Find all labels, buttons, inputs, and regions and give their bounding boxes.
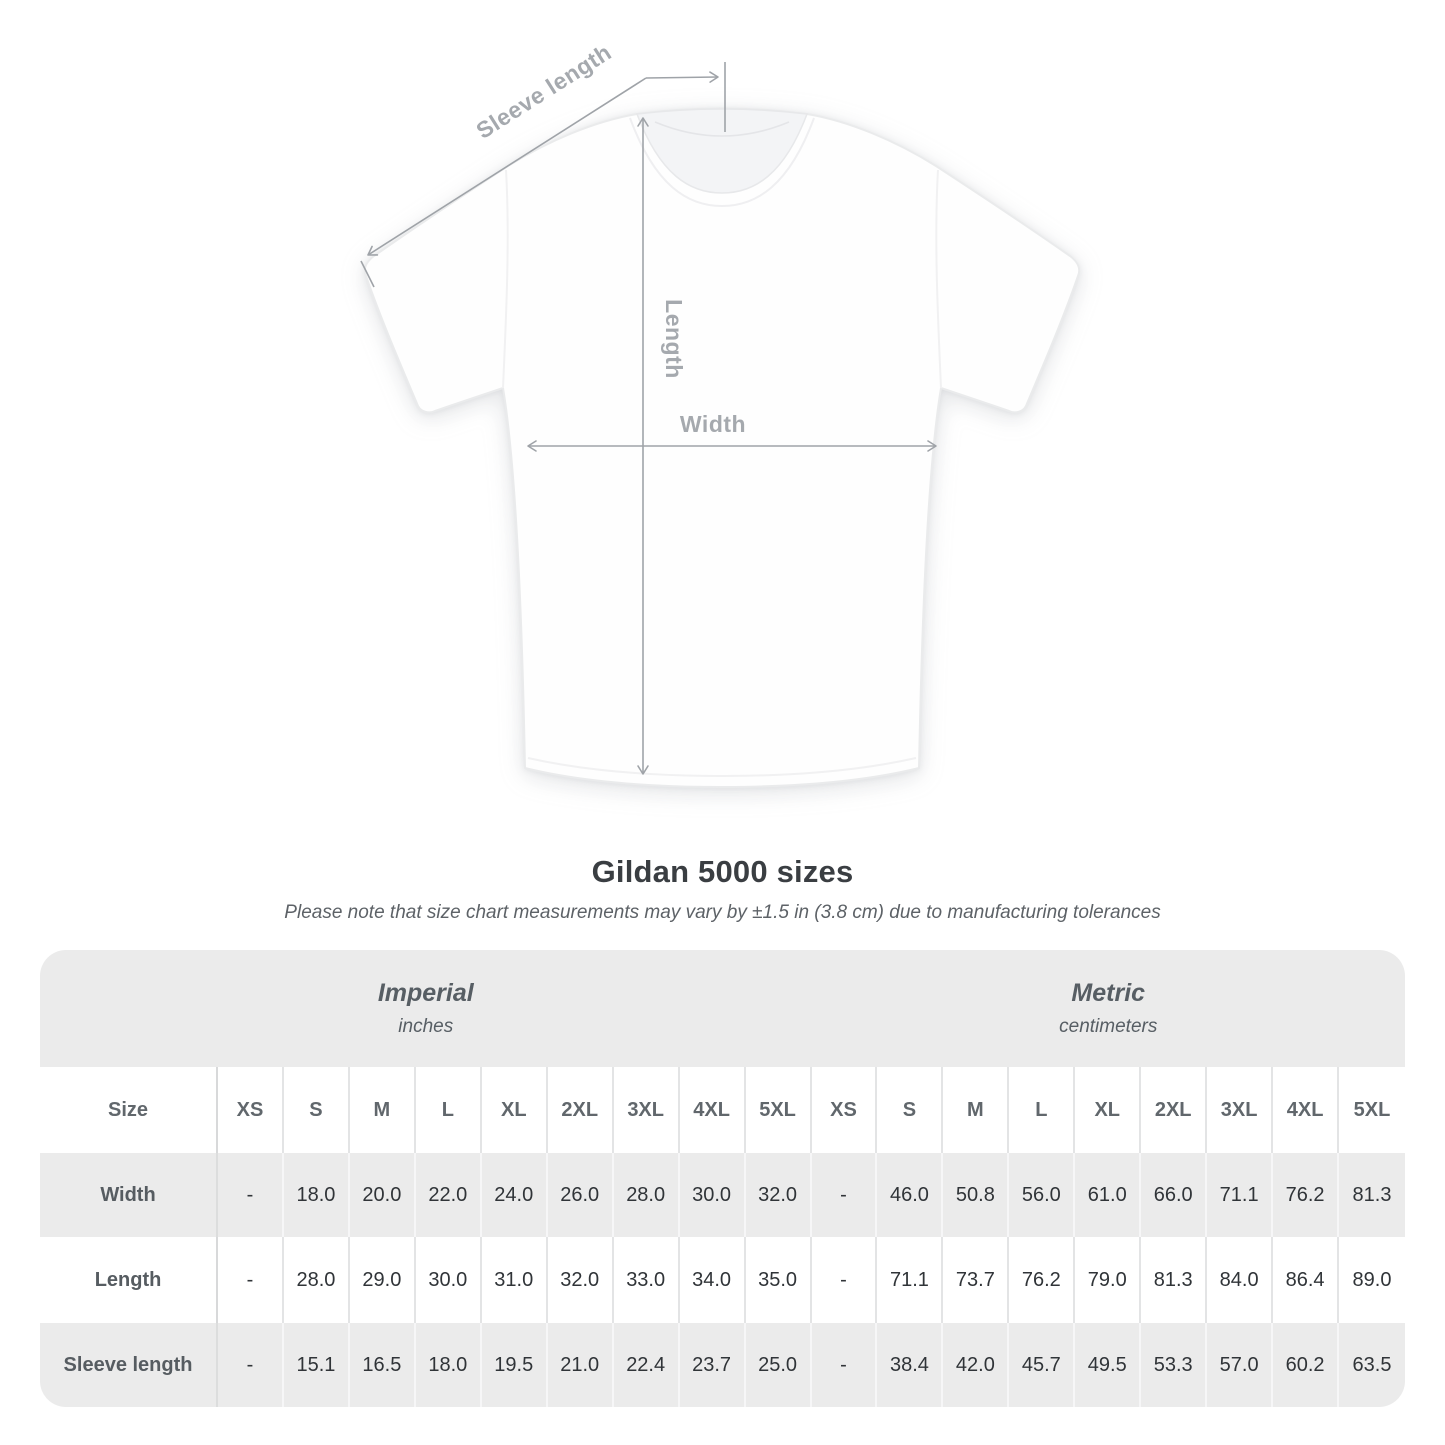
value-cell: 53.3 [1141, 1323, 1208, 1407]
size-header-cell: XL [481, 1067, 548, 1153]
value-cell: 86.4 [1273, 1237, 1340, 1323]
heading: Gildan 5000 sizes Please note that size … [0, 854, 1445, 924]
size-header-cell: 4XL [1273, 1067, 1340, 1153]
value-cell: 22.0 [415, 1153, 482, 1237]
value-cell: 76.2 [1009, 1237, 1076, 1323]
imperial-group-header: Imperial inches [40, 950, 812, 1067]
value-cell: 81.3 [1339, 1153, 1405, 1237]
value-cell: 25.0 [745, 1323, 812, 1407]
size-header-cell: XS [811, 1067, 878, 1153]
metric-label: Metric [1071, 979, 1146, 1007]
value-cell: 24.0 [481, 1153, 548, 1237]
sleeve-length-arrow-diagonal [367, 77, 647, 256]
size-header-cell: M [943, 1067, 1010, 1153]
value-cell: 22.4 [613, 1323, 680, 1407]
size-column-header: Size [40, 1067, 219, 1153]
size-header-cell: S [283, 1067, 350, 1153]
size-header-cell: M [349, 1067, 416, 1153]
value-cell: 61.0 [1075, 1153, 1142, 1237]
value-cell: - [811, 1153, 878, 1237]
value-cell: 63.5 [1339, 1323, 1405, 1407]
value-cell: 30.0 [679, 1153, 746, 1237]
value-cell: 60.2 [1273, 1323, 1340, 1407]
size-header-cell: XS [218, 1067, 284, 1153]
value-cell: 38.4 [877, 1323, 944, 1407]
value-cell: 71.1 [877, 1237, 944, 1323]
value-cell: 84.0 [1207, 1237, 1274, 1323]
tolerance-note: Please note that size chart measurements… [284, 902, 1161, 923]
metric-group-header: Metric centimeters [811, 950, 1405, 1067]
value-cell: 19.5 [481, 1323, 548, 1407]
value-cell: 18.0 [283, 1153, 350, 1237]
value-cell: 26.0 [547, 1153, 614, 1237]
value-cell: 31.0 [481, 1237, 548, 1323]
value-cell: - [811, 1237, 878, 1323]
value-cell: 33.0 [613, 1237, 680, 1323]
value-cell: - [811, 1323, 878, 1407]
size-header-cell: L [1009, 1067, 1076, 1153]
row-label-sleeve-length: Sleeve length [40, 1323, 219, 1407]
value-cell: 73.7 [943, 1237, 1010, 1323]
value-cell: 32.0 [745, 1153, 812, 1237]
size-header-cell: S [877, 1067, 944, 1153]
value-cell: 57.0 [1207, 1323, 1274, 1407]
imperial-label: Imperial [377, 979, 474, 1007]
value-cell: 46.0 [877, 1153, 944, 1237]
value-cell: 50.8 [943, 1153, 1010, 1237]
size-header-cell: 3XL [613, 1067, 680, 1153]
value-cell: 28.0 [613, 1153, 680, 1237]
sleeve-length-arrow-horizontal [645, 71, 719, 83]
value-cell: 23.7 [679, 1323, 746, 1407]
value-cell: 30.0 [415, 1237, 482, 1323]
size-header-cell: 2XL [1141, 1067, 1208, 1153]
value-cell: 89.0 [1339, 1237, 1405, 1323]
size-table: Imperial inches Metric centimeters Size … [40, 950, 1405, 1407]
value-cell: 21.0 [547, 1323, 614, 1407]
value-cell: 20.0 [349, 1153, 416, 1237]
tshirt-diagram-svg: Sleeve length Length Width [360, 39, 1081, 788]
value-cell: 66.0 [1141, 1153, 1208, 1237]
value-cell: 49.5 [1075, 1323, 1142, 1407]
value-cell: - [218, 1323, 284, 1407]
tshirt-shape [363, 107, 1081, 788]
size-header-cell: 4XL [679, 1067, 746, 1153]
size-header-cell: XL [1075, 1067, 1142, 1153]
imperial-unit: inches [398, 1016, 454, 1037]
value-cell: 56.0 [1009, 1153, 1076, 1237]
page-title: Gildan 5000 sizes [591, 854, 854, 889]
width-label: Width [680, 411, 746, 437]
value-cell: 76.2 [1273, 1153, 1340, 1237]
value-cell: 16.5 [349, 1323, 416, 1407]
tshirt-size-diagram: Sleeve length Length Width [360, 39, 1081, 788]
size-header-cell: 3XL [1207, 1067, 1274, 1153]
value-cell: - [218, 1237, 284, 1323]
size-header-cell: 5XL [1339, 1067, 1405, 1153]
row-label-width: Width [40, 1153, 219, 1237]
value-cell: 71.1 [1207, 1153, 1274, 1237]
value-cell: 42.0 [943, 1323, 1010, 1407]
length-label: Length [661, 299, 687, 379]
size-header-cell: 2XL [547, 1067, 614, 1153]
value-cell: 81.3 [1141, 1237, 1208, 1323]
sleeve-tip-extension-line [360, 260, 375, 288]
size-header-cell: 5XL [745, 1067, 812, 1153]
value-cell: 18.0 [415, 1323, 482, 1407]
value-cell: - [218, 1153, 284, 1237]
value-cell: 15.1 [283, 1323, 350, 1407]
value-cell: 29.0 [349, 1237, 416, 1323]
value-cell: 32.0 [547, 1237, 614, 1323]
value-cell: 28.0 [283, 1237, 350, 1323]
value-cell: 45.7 [1009, 1323, 1076, 1407]
value-cell: 34.0 [679, 1237, 746, 1323]
value-cell: 35.0 [745, 1237, 812, 1323]
size-header-cell: L [415, 1067, 482, 1153]
metric-unit: centimeters [1059, 1016, 1158, 1037]
row-label-length: Length [40, 1237, 219, 1323]
value-cell: 79.0 [1075, 1237, 1142, 1323]
